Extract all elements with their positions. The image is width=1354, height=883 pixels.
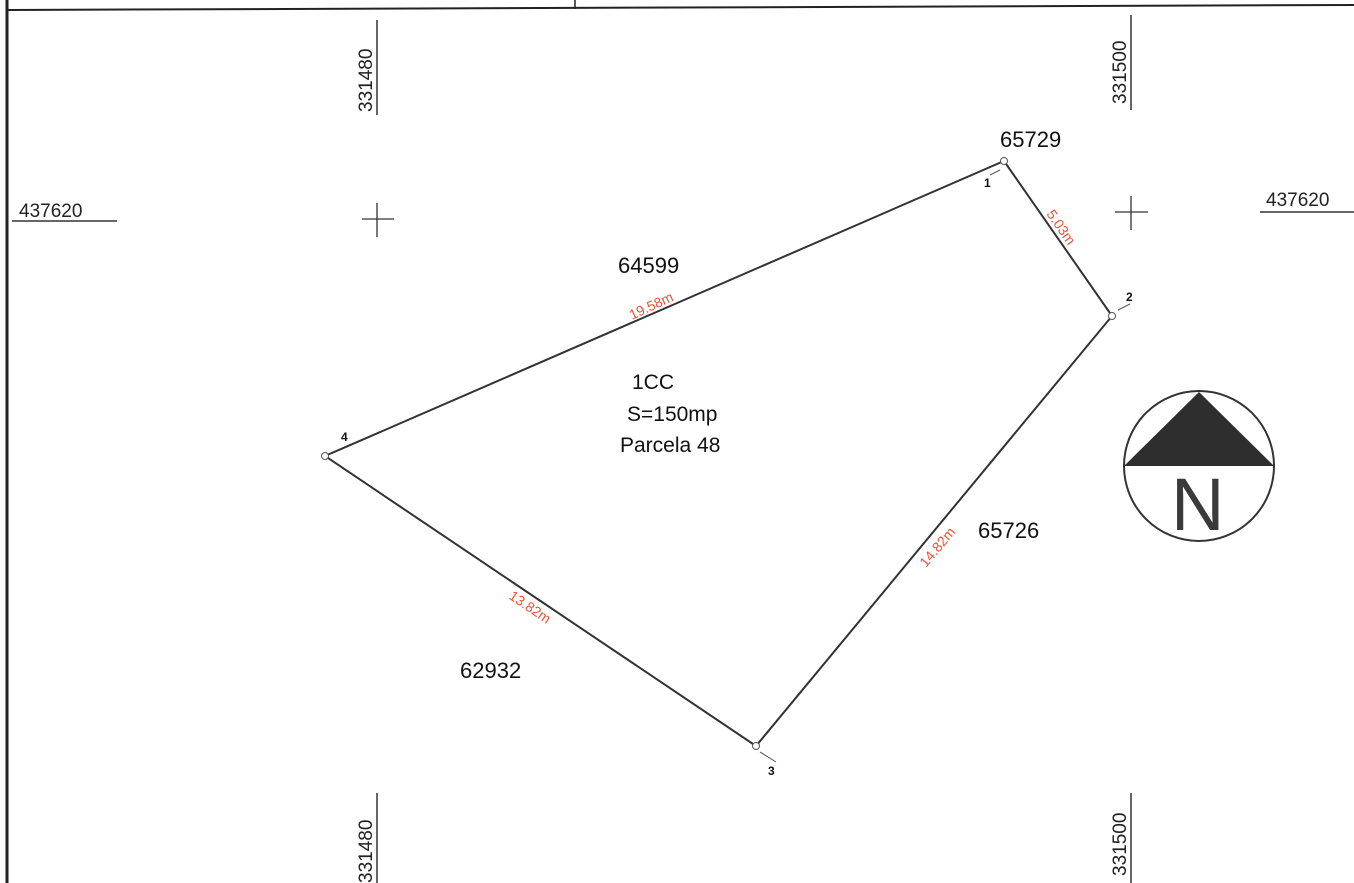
neighbor-parcel-65729: 65729 xyxy=(1000,127,1061,152)
vertex-label-2: 2 xyxy=(1126,290,1133,304)
grid-label-x-331500-bottom: 331500 xyxy=(1110,813,1131,876)
edge-length-4-1: 19.58m xyxy=(627,288,676,322)
edge-length-2-3: 14.82m xyxy=(916,524,958,570)
neighbor-parcel-65726: 65726 xyxy=(978,518,1039,543)
grid-label-y-437620-right: 437620 xyxy=(1266,190,1329,211)
vertex-marker-4 xyxy=(321,452,329,460)
vertex-leader-1 xyxy=(989,169,1001,176)
neighbor-parcel-62932: 62932 xyxy=(460,658,521,683)
vertex-marker-3 xyxy=(752,742,760,750)
parcel-id: 1CC xyxy=(632,371,674,394)
grid-ticks xyxy=(12,15,1354,883)
vertex-marker-2 xyxy=(1108,312,1116,320)
map-frame xyxy=(5,0,1354,883)
parcel-vertices xyxy=(321,157,1131,763)
vertex-label-1: 1 xyxy=(984,176,991,190)
vertex-leader-2 xyxy=(1117,303,1131,311)
grid-label-x-331500-top: 331500 xyxy=(1110,41,1131,104)
parcel-name: Parcela 48 xyxy=(620,434,720,457)
grid-cross-right xyxy=(1115,196,1148,230)
grid-cross-left xyxy=(362,203,394,237)
grid-cross-marks xyxy=(362,196,1148,237)
grid-label-x-331480-top: 331480 xyxy=(356,49,377,112)
vertex-label-3: 3 xyxy=(768,764,775,778)
vertex-leader-3 xyxy=(759,751,777,763)
grid-label-x-331480-bottom: 331480 xyxy=(356,820,377,883)
neighbor-parcel-64599: 64599 xyxy=(618,253,679,278)
vertex-label-4: 4 xyxy=(341,430,348,444)
parcel-area: S=150mp xyxy=(627,403,717,426)
vertex-marker-1 xyxy=(1000,157,1008,165)
grid-label-y-437620-left: 437620 xyxy=(19,201,82,222)
north-arrow-label: N xyxy=(1171,463,1224,546)
north-arrow-icon: N xyxy=(1123,390,1275,546)
